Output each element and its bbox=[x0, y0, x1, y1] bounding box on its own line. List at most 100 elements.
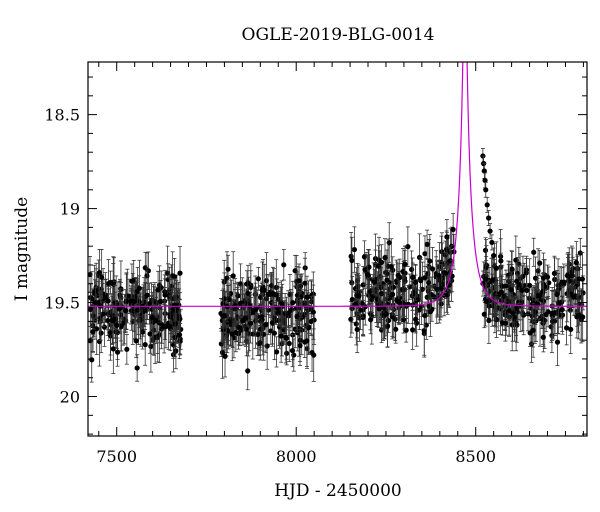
data-point bbox=[527, 258, 533, 313]
data-point bbox=[427, 234, 433, 289]
data-point bbox=[255, 267, 261, 291]
data-point bbox=[429, 247, 436, 291]
data-point bbox=[158, 270, 164, 305]
data-point bbox=[302, 257, 308, 309]
data-point bbox=[220, 278, 226, 329]
y-axis-label: I magnitude bbox=[12, 197, 32, 301]
data-point bbox=[233, 312, 239, 353]
data-point bbox=[491, 247, 497, 264]
data-point bbox=[389, 273, 396, 316]
data-point bbox=[509, 251, 515, 287]
data-point bbox=[123, 289, 129, 333]
data-point bbox=[237, 289, 244, 318]
data-point bbox=[240, 303, 246, 338]
data-point bbox=[304, 314, 310, 367]
y-tick-label: 18.5 bbox=[44, 106, 80, 125]
data-point bbox=[284, 341, 290, 366]
data-point bbox=[483, 181, 489, 198]
data-point bbox=[93, 262, 99, 319]
data-point bbox=[146, 282, 152, 325]
data-point bbox=[116, 288, 122, 330]
data-point bbox=[309, 333, 315, 372]
data-point bbox=[483, 264, 489, 294]
data-point bbox=[296, 263, 302, 298]
data-point bbox=[412, 264, 419, 301]
data-point bbox=[487, 223, 493, 240]
data-point bbox=[286, 325, 292, 362]
data-point bbox=[158, 280, 164, 323]
data-point bbox=[442, 252, 448, 294]
data-point bbox=[230, 251, 236, 301]
data-point bbox=[271, 306, 278, 361]
data-point bbox=[482, 172, 488, 189]
y-tick-label: 19.5 bbox=[44, 294, 80, 313]
data-point bbox=[351, 226, 358, 273]
data-point bbox=[290, 280, 296, 325]
data-point bbox=[220, 288, 227, 344]
data-point bbox=[167, 310, 173, 343]
data-point bbox=[543, 297, 549, 333]
data-point bbox=[540, 252, 547, 304]
data-point bbox=[531, 237, 537, 267]
data-point bbox=[395, 263, 401, 288]
data-point bbox=[134, 278, 141, 305]
data-point bbox=[123, 272, 130, 330]
data-point bbox=[509, 298, 515, 352]
data-point bbox=[349, 236, 355, 285]
data-point bbox=[177, 246, 183, 301]
data-point bbox=[502, 305, 509, 342]
data-point bbox=[481, 163, 487, 179]
data-point bbox=[269, 301, 276, 345]
data-point bbox=[409, 257, 416, 297]
data-point bbox=[561, 263, 567, 301]
data-point bbox=[384, 262, 390, 298]
data-point bbox=[88, 256, 93, 294]
data-point bbox=[248, 270, 254, 305]
data-point bbox=[236, 309, 242, 346]
data-point bbox=[90, 310, 96, 353]
data-point bbox=[310, 284, 316, 340]
data-point bbox=[393, 315, 399, 344]
x-tick-label: 8500 bbox=[455, 447, 496, 466]
data-point bbox=[498, 275, 504, 309]
data-point bbox=[105, 286, 111, 316]
data-point bbox=[136, 259, 143, 317]
data-point bbox=[568, 304, 574, 355]
data-point bbox=[513, 235, 519, 285]
data-point bbox=[405, 226, 411, 267]
data-point bbox=[176, 310, 183, 360]
data-point bbox=[498, 238, 504, 284]
data-point bbox=[514, 263, 520, 299]
data-point bbox=[289, 334, 296, 368]
data-point bbox=[278, 309, 284, 363]
data-point bbox=[424, 229, 430, 260]
data-point bbox=[348, 231, 354, 281]
data-point bbox=[503, 269, 509, 303]
data-point bbox=[376, 294, 382, 324]
data-point bbox=[252, 282, 259, 337]
model-curve bbox=[88, 62, 587, 307]
data-point bbox=[564, 253, 571, 298]
data-point bbox=[131, 286, 137, 317]
data-point bbox=[371, 269, 378, 296]
data-point bbox=[486, 297, 492, 344]
data-point bbox=[163, 305, 169, 349]
data-point bbox=[549, 290, 555, 337]
data-point bbox=[436, 259, 442, 292]
data-point bbox=[450, 213, 456, 246]
data-point bbox=[110, 323, 116, 374]
data-point bbox=[422, 265, 428, 290]
data-point bbox=[278, 280, 285, 326]
data-point bbox=[523, 258, 529, 288]
data-point bbox=[382, 238, 388, 278]
data-point bbox=[427, 286, 433, 337]
data-point bbox=[245, 351, 251, 391]
data-point bbox=[493, 241, 500, 296]
data-point bbox=[96, 249, 103, 297]
data-point bbox=[265, 274, 271, 315]
data-point bbox=[120, 300, 126, 346]
x-tick-label: 8000 bbox=[276, 447, 317, 466]
data-point bbox=[481, 300, 487, 329]
y-tick-label: 19 bbox=[60, 200, 80, 219]
